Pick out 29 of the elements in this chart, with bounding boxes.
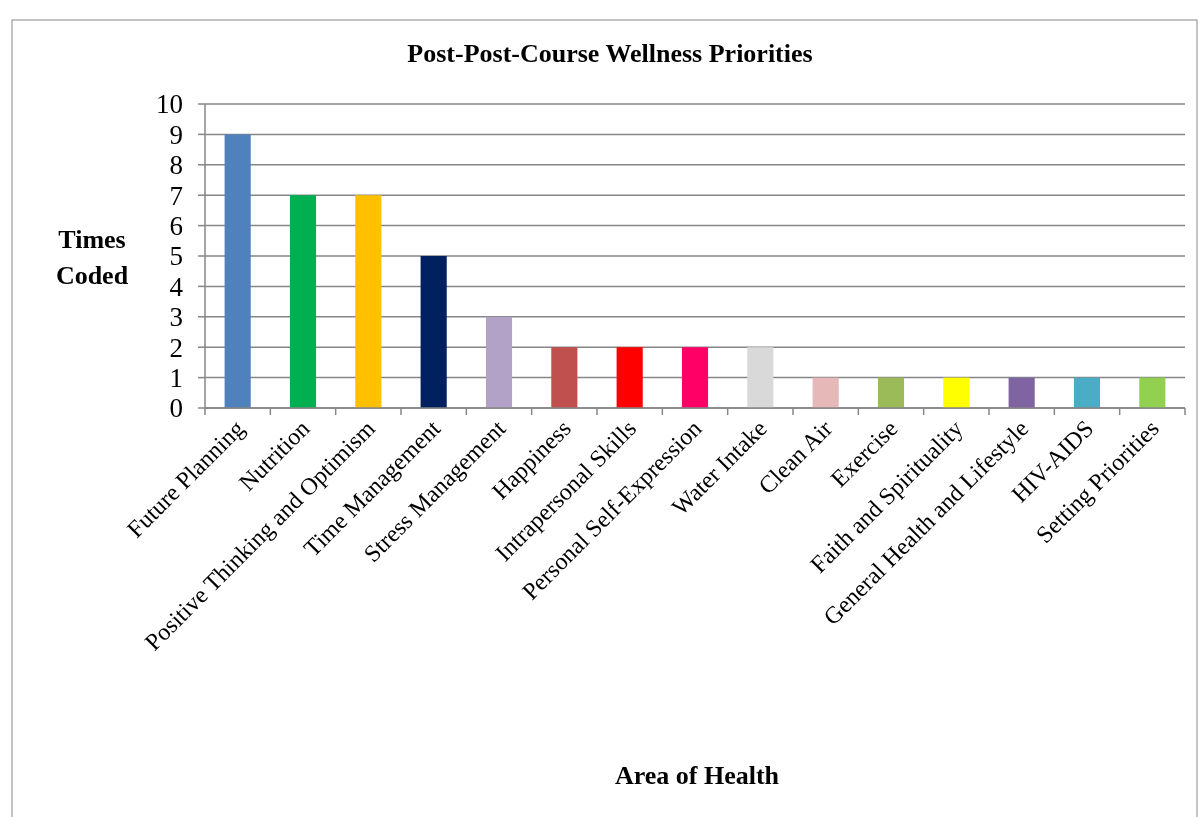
bar bbox=[485, 316, 513, 408]
bar bbox=[1139, 377, 1166, 408]
bar bbox=[1073, 377, 1101, 408]
x-axis-title: Area of Health bbox=[614, 761, 780, 790]
bar bbox=[943, 377, 970, 408]
y-tick-label: 4 bbox=[169, 271, 184, 302]
y-tick-label: 7 bbox=[169, 180, 183, 211]
bar bbox=[289, 195, 317, 408]
y-axis-title: Times Coded bbox=[55, 225, 129, 290]
bar bbox=[420, 256, 447, 408]
y-tick-label: 0 bbox=[169, 393, 183, 424]
y-tick-label: 10 bbox=[156, 89, 183, 120]
bar bbox=[747, 347, 774, 408]
y-tick-label: 8 bbox=[169, 150, 183, 181]
y-tick-label: 5 bbox=[169, 241, 183, 272]
bar bbox=[1008, 377, 1035, 408]
bar bbox=[224, 134, 251, 408]
bar bbox=[812, 377, 839, 408]
bar bbox=[355, 195, 382, 408]
y-tick-label: 1 bbox=[169, 363, 183, 394]
bar bbox=[681, 347, 709, 408]
bar bbox=[551, 347, 578, 408]
y-tick-label: 6 bbox=[169, 211, 183, 242]
y-tick-label: 9 bbox=[169, 119, 183, 150]
bar bbox=[616, 347, 643, 408]
y-tick-label: 2 bbox=[169, 332, 183, 363]
y-tick-label: 3 bbox=[169, 302, 183, 333]
bar bbox=[877, 377, 905, 408]
chart-title: Post-Post-Course Wellness Priorities bbox=[407, 39, 813, 68]
